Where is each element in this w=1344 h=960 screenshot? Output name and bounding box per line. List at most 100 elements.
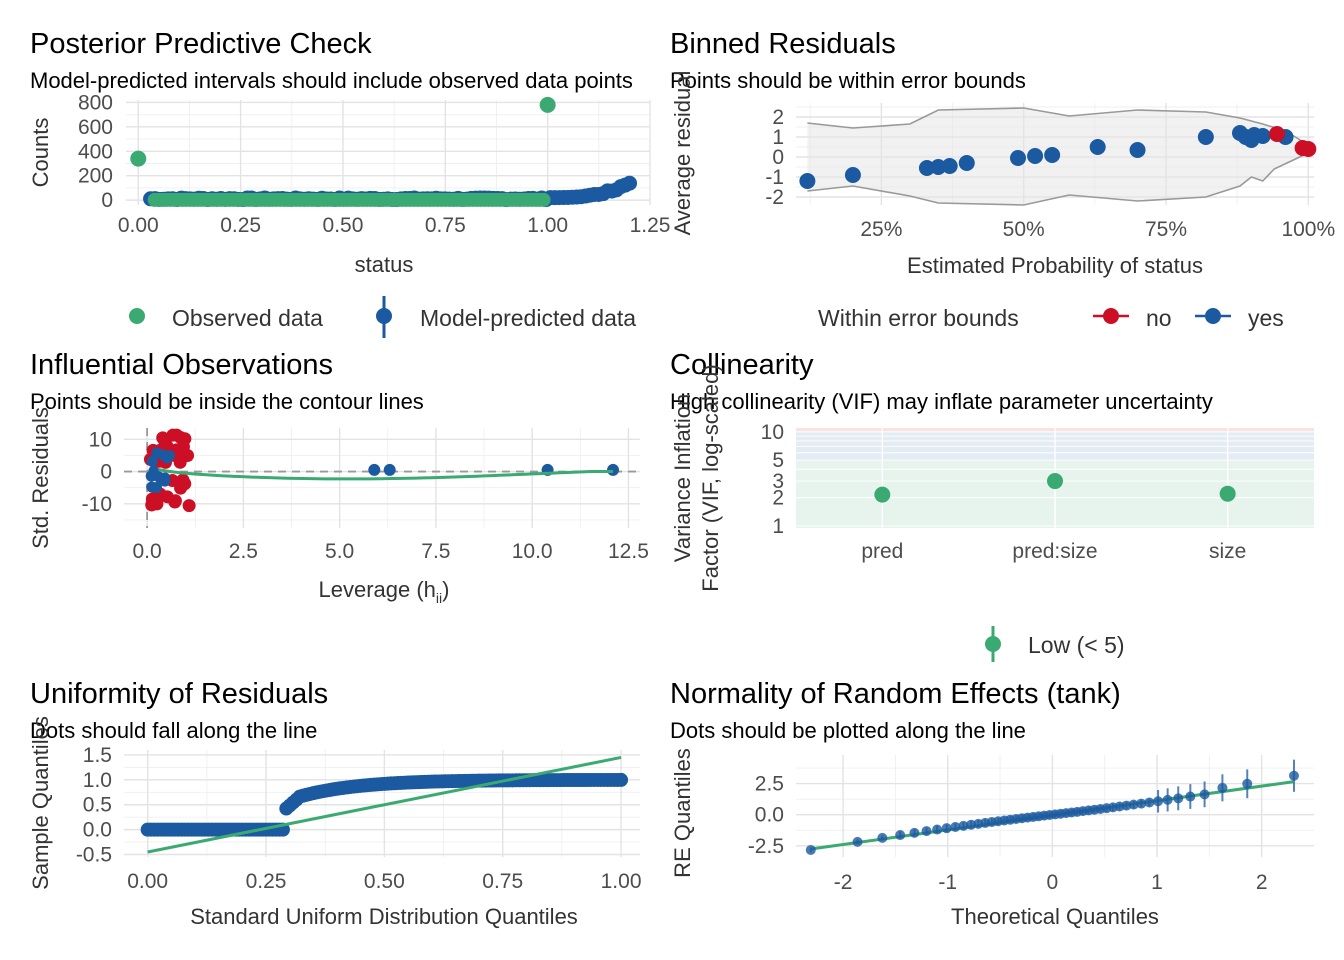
legend-no-label: no (1146, 305, 1172, 331)
vif-point (874, 486, 891, 503)
observed-point (539, 96, 556, 113)
y-tick-label: 1 (772, 515, 784, 538)
y-axis-label-line1: Variance Inflation (670, 394, 695, 562)
y-axis-label: Counts (28, 118, 53, 188)
x-axis-label: Leverage (hii) (319, 577, 450, 606)
y-tick-label: 0.0 (755, 804, 784, 827)
legend-yes-key (1205, 308, 1221, 324)
y-tick-label: -0.5 (76, 844, 112, 867)
uniformity-point (614, 772, 629, 787)
influential-point-blue (368, 463, 381, 476)
binned-point-yes (958, 155, 975, 171)
y-tick-label: 600 (78, 116, 113, 139)
influential-point-blue (146, 455, 158, 467)
y-tick-label: 800 (78, 91, 113, 114)
y-tick-label: 1.5 (83, 744, 112, 767)
lower-bound-line (807, 152, 1309, 206)
x-axis-label: Standard Uniform Distribution Quantiles (190, 904, 578, 929)
binned-point-yes (844, 167, 861, 183)
y-tick-label: 10 (89, 428, 112, 451)
observed-point (130, 150, 147, 167)
y-axis-label-line2: Factor (VIF, log-scaled) (698, 364, 723, 591)
re-point (895, 830, 906, 841)
plot-title: Normality of Random Effects (tank) (670, 678, 1121, 710)
x-tick-label: 12.5 (608, 540, 649, 563)
influential-point-red (182, 499, 196, 513)
y-axis-label: RE Quantiles (670, 748, 695, 878)
x-tick-label: 0.75 (425, 214, 466, 237)
binned-point-yes (1027, 148, 1044, 164)
influential-point-red (178, 477, 192, 491)
influential-point-blue (383, 463, 396, 476)
legend-observed-key (129, 308, 145, 324)
y-tick-label: 2 (772, 106, 784, 129)
x-axis-label: status (355, 252, 414, 277)
x-tick-label: 50% (1003, 218, 1045, 241)
re-point (921, 826, 932, 837)
re-point (958, 820, 969, 831)
binned-point-yes (1129, 142, 1146, 158)
binned-point-no (1300, 141, 1317, 157)
binned-point-no (1269, 126, 1285, 142)
reference-line (147, 755, 622, 854)
x-tick-label: 1.00 (527, 214, 568, 237)
x-tick-label: 7.5 (421, 540, 450, 563)
re-point (932, 824, 943, 835)
influential-point-red (173, 455, 187, 469)
x-tick-label: pred (861, 540, 903, 563)
loess-curve (158, 468, 614, 481)
binned-point-yes (799, 173, 816, 189)
y-tick-label: -2.5 (748, 835, 784, 858)
plot-subtitle: Points should be inside the contour line… (30, 389, 424, 414)
re-point (1153, 796, 1164, 807)
panel-posterior-predictive-check: Posterior Predictive Check Model-predicte… (28, 28, 670, 338)
y-axis-label: Average residual (670, 71, 695, 236)
re-point (1144, 797, 1155, 808)
plot-title: Uniformity of Residuals (30, 678, 328, 710)
re-point (950, 821, 961, 832)
plot-subtitle: Dots should fall along the line (30, 718, 317, 743)
y-tick-label: 1.0 (83, 769, 112, 792)
observed-point-small (536, 192, 551, 207)
x-tick-label: 75% (1145, 218, 1187, 241)
binned-point-yes (1044, 147, 1061, 163)
legend-predicted-label: Model-predicted data (420, 305, 636, 331)
y-tick-label: 2 (772, 487, 784, 510)
x-tick-label: 1 (1151, 871, 1163, 894)
x-tick-label: pred:size (1012, 540, 1097, 563)
re-point (1217, 782, 1228, 793)
x-tick-label: 5.0 (325, 540, 354, 563)
x-tick-label: 0 (1047, 871, 1059, 894)
x-tick-label: -2 (834, 871, 853, 894)
influential-point-red (145, 492, 159, 506)
re-point (1199, 789, 1210, 800)
upper-bound-line (807, 107, 1309, 146)
influential-point-blue (148, 465, 160, 477)
re-point (1136, 798, 1147, 809)
re-point (1185, 791, 1196, 802)
y-tick-label: 10 (761, 421, 784, 444)
panel-influential-observations: Influential Observations Points should be… (28, 349, 649, 606)
x-tick-label: -1 (938, 871, 957, 894)
y-axis-label: Std. Residuals (28, 407, 53, 549)
re-point (909, 827, 920, 838)
y-tick-label: 0 (772, 146, 784, 169)
re-point (1173, 793, 1184, 804)
y-tick-label: -10 (82, 493, 112, 516)
influential-point-blue (150, 481, 162, 493)
x-tick-label: 0.25 (246, 870, 287, 893)
re-point (1288, 770, 1299, 781)
y-tick-label: 0 (100, 461, 112, 484)
y-tick-label: 0 (101, 189, 113, 212)
y-tick-label: -2 (765, 186, 784, 209)
x-tick-label: 1.25 (630, 214, 671, 237)
binned-point-yes (1089, 139, 1106, 155)
x-tick-label: 0.00 (118, 214, 159, 237)
legend-observed-label: Observed data (172, 305, 323, 331)
re-point (1128, 799, 1139, 810)
influential-point-blue (159, 472, 171, 484)
binned-point-yes (1197, 129, 1214, 145)
y-tick-label: 3 (772, 470, 784, 493)
plot-subtitle: Model-predicted intervals should include… (30, 68, 633, 93)
